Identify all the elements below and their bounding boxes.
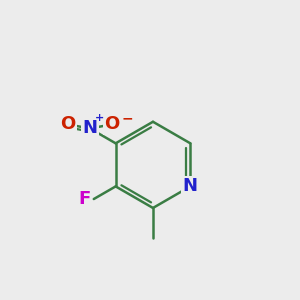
Text: N: N (183, 177, 198, 195)
Text: O: O (60, 116, 76, 134)
Text: +: + (95, 113, 104, 123)
Text: O: O (104, 116, 119, 134)
Text: F: F (79, 190, 91, 208)
Text: −: − (122, 111, 133, 125)
Text: N: N (82, 119, 98, 137)
